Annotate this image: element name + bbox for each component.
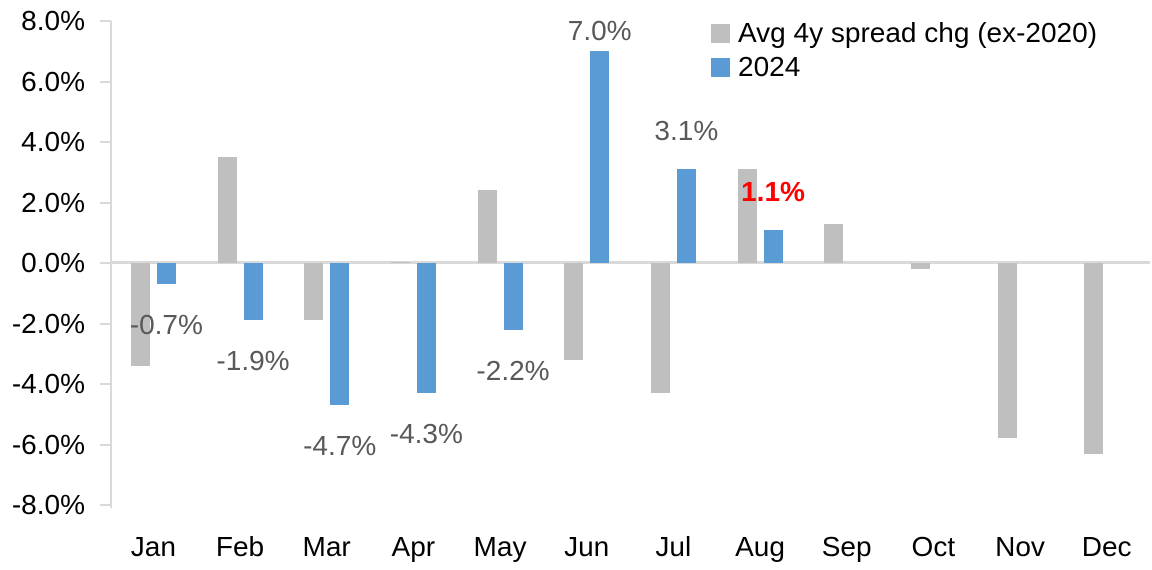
- x-tick-label-jul: Jul: [655, 531, 692, 562]
- x-tick-label-mar: Mar: [302, 531, 351, 562]
- y-tick-mark: [100, 443, 111, 446]
- x-tick-label-jan: Jan: [130, 531, 176, 562]
- y-tick-label: 8.0%: [21, 5, 85, 36]
- y-tick-label: -6.0%: [11, 428, 85, 460]
- bar-avg-nov: [997, 263, 1017, 439]
- x-tick-label-jun: Jun: [564, 531, 610, 562]
- x-tick-label-may: May: [473, 531, 527, 562]
- bar-2024-jan: [156, 263, 176, 285]
- data-label-jul: 3.1%: [654, 115, 719, 147]
- y-tick-label: 6.0%: [21, 65, 85, 97]
- x-tick-label-apr: Apr: [391, 531, 436, 562]
- x-tick-label-oct: Oct: [911, 531, 956, 562]
- data-label-may: -2.2%: [476, 354, 550, 386]
- legend-swatch-2024-icon: [711, 57, 730, 77]
- y-tick-mark: [100, 383, 111, 385]
- bar-avg-aug: [737, 169, 757, 263]
- y-tick-mark: [100, 80, 111, 83]
- bar-2024-jul: [676, 169, 696, 263]
- bar-avg-dec: [1084, 263, 1104, 454]
- legend-label-2024: 2024: [738, 51, 801, 82]
- bar-2024-may: [503, 263, 523, 330]
- bar-avg-jul: [650, 263, 670, 394]
- y-tick-label: -2.0%: [11, 307, 85, 339]
- y-tick-mark: [100, 201, 111, 204]
- y-tick-label: 2.0%: [21, 186, 85, 218]
- bar-avg-mar: [304, 263, 324, 321]
- x-tick-label-dec: Dec: [1081, 531, 1132, 562]
- x-tick-label-sep: Sep: [821, 531, 872, 562]
- y-tick-label: -4.0%: [11, 368, 85, 399]
- data-label-mar: -4.7%: [303, 430, 377, 462]
- x-tick-label-aug: Aug: [735, 531, 785, 562]
- y-tick-mark: [100, 504, 111, 506]
- data-label-jan: -0.7%: [129, 309, 203, 341]
- y-axis-line: [110, 21, 112, 508]
- bar-avg-may: [477, 190, 497, 263]
- bar-avg-apr: [390, 262, 410, 263]
- bar-2024-aug: [763, 229, 783, 263]
- data-label-jun: 7.0%: [567, 15, 632, 46]
- bar-2024-apr: [416, 263, 436, 394]
- bar-avg-oct: [910, 263, 930, 270]
- bar-avg-feb: [217, 157, 237, 263]
- legend-swatch-avg-4y-icon: [711, 23, 730, 43]
- zero-gridline: [110, 261, 1150, 264]
- bar-2024-feb: [243, 263, 263, 321]
- x-tick-label-nov: Nov: [995, 531, 1045, 562]
- y-tick-mark: [100, 322, 111, 325]
- legend: Avg 4y spread chg (ex-2020) 2024: [711, 17, 1098, 88]
- data-label-feb: -1.9%: [216, 345, 290, 377]
- y-tick-mark: [100, 20, 111, 22]
- bar-avg-sep: [824, 223, 844, 263]
- bar-avg-jan: [130, 263, 150, 366]
- bar-avg-jun: [564, 263, 584, 360]
- y-tick-mark: [100, 262, 111, 264]
- data-label-apr: -4.3%: [389, 418, 463, 450]
- bar-2024-jun: [590, 51, 610, 263]
- bar-2024-mar: [330, 263, 350, 406]
- legend-label-avg-4y: Avg 4y spread chg (ex-2020): [738, 17, 1098, 48]
- y-tick-mark: [100, 141, 111, 143]
- data-label-aug: 1.1%: [741, 175, 805, 207]
- y-tick-label: 0.0%: [21, 247, 85, 278]
- y-tick-label: 4.0%: [21, 126, 85, 157]
- x-tick-label-feb: Feb: [215, 531, 265, 562]
- legend-item-2024: 2024: [711, 51, 1097, 82]
- legend-item-avg-4y: Avg 4y spread chg (ex-2020): [711, 17, 1098, 48]
- y-tick-label: -8.0%: [11, 489, 85, 520]
